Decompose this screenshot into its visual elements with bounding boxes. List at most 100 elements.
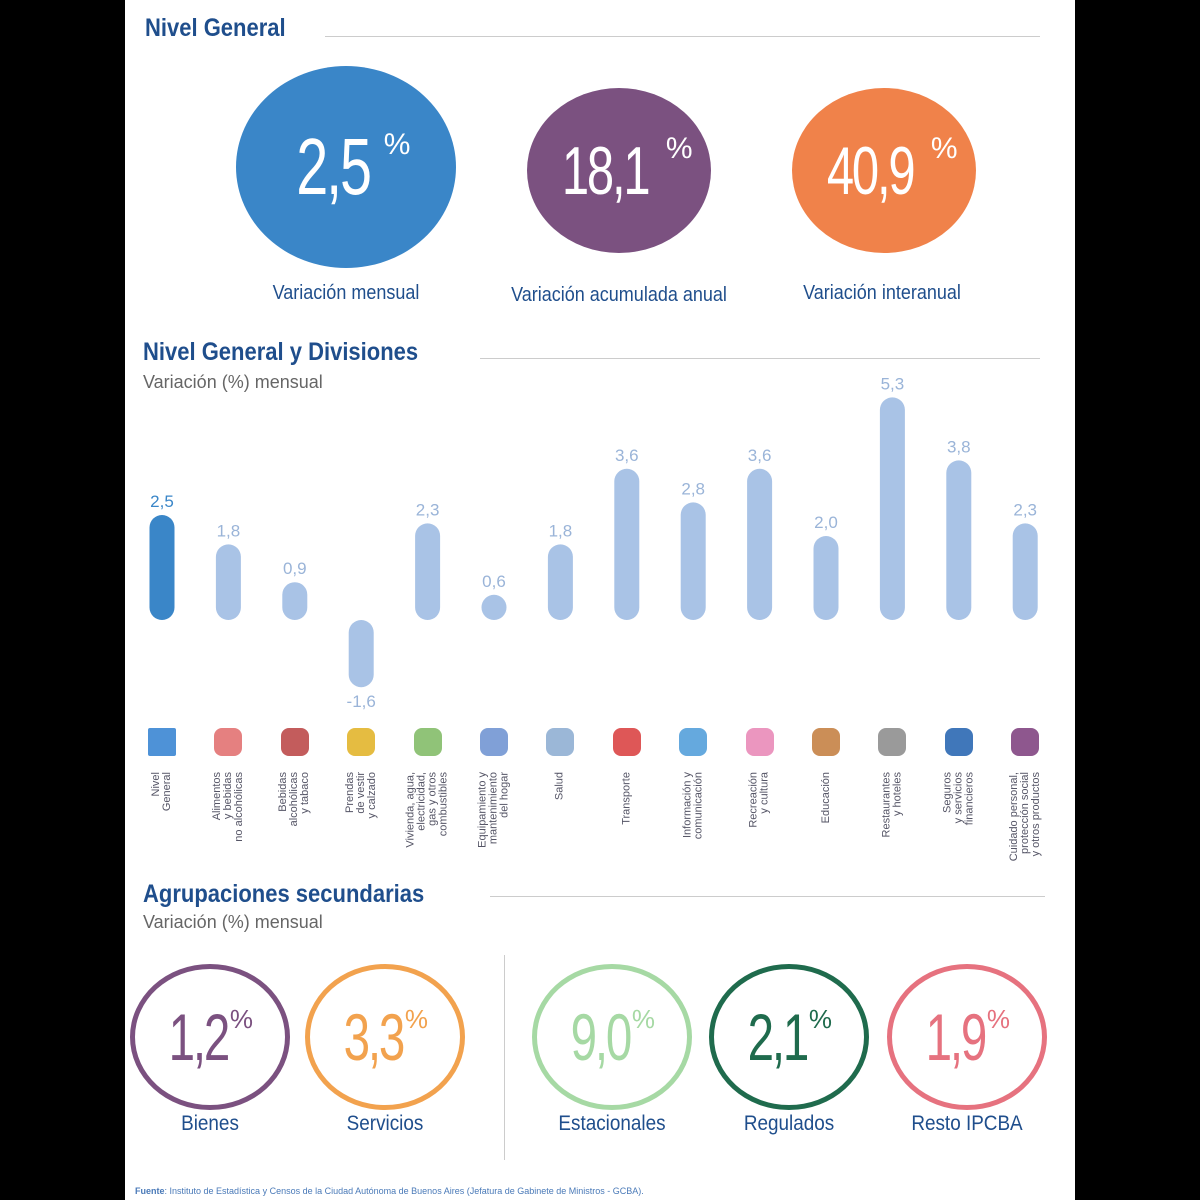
- bar: [149, 515, 175, 620]
- data-label: 2,0: [814, 513, 838, 532]
- ring-bienes: 1,2%: [130, 964, 290, 1110]
- bar-chart: 2,5 1,8 0,9 -1,6 2,3 0,6 1,8 3,6 2,8 3,6 2,0 5,3 3,8…: [149, 374, 1038, 710]
- value: 18,1: [562, 132, 651, 209]
- value: 1,9: [925, 1000, 988, 1074]
- category-label-text: Restaurantes y hoteles: [880, 772, 904, 838]
- unit: %: [930, 131, 958, 165]
- unit: %: [665, 131, 693, 165]
- category-label: Cuidado personal, protección social y ot…: [980, 772, 1070, 862]
- caption: Variación acumulada anual: [511, 284, 727, 306]
- footer-text: : Instituto de Estadística y Censos de l…: [164, 1186, 644, 1196]
- cutlery-icon: [872, 722, 912, 762]
- washer-icon: [474, 722, 514, 762]
- data-label: 2,5: [150, 492, 174, 511]
- ring-resto-ipcba: 1,9%: [887, 964, 1047, 1110]
- bar: [879, 397, 905, 620]
- infographic: Nivel General 2,5% 18,1% 40,9% Variación…: [125, 0, 1075, 1200]
- data-label: 0,9: [283, 559, 307, 578]
- doctor-icon: [540, 722, 580, 762]
- value: 2,5: [295, 122, 372, 211]
- bar: [348, 620, 374, 688]
- divider: [490, 896, 1045, 897]
- value: 1,2: [168, 1000, 231, 1074]
- category-label-text: Seguros y servicios financieros: [941, 772, 976, 826]
- bar: [547, 544, 573, 620]
- divider: [504, 955, 505, 1160]
- bar: [282, 582, 308, 620]
- caption: Variación mensual: [272, 282, 420, 304]
- value: 40,9: [827, 132, 916, 209]
- unit: %: [986, 1003, 1010, 1034]
- section-title-nivel-general: Nivel General: [145, 14, 286, 42]
- section-title-agrupaciones: Agrupaciones secundarias: [143, 880, 425, 908]
- ring-caption: Bienes: [181, 1112, 239, 1135]
- ring-caption: Servicios: [346, 1112, 424, 1135]
- category-label-text: Vivienda, agua, electricidad, gas y otro…: [404, 772, 450, 848]
- category-label-text: Transporte: [620, 772, 633, 825]
- category-label-text: Prendas de vestir y calzado: [343, 772, 378, 819]
- category-label-text: Alimentos y bebidas no alcohólicas: [210, 772, 245, 842]
- category-label-text: Bebidas alcohólicas y tabaco: [277, 772, 312, 827]
- bar: [680, 502, 706, 620]
- bank-icon: [939, 722, 979, 762]
- divider: [480, 358, 1040, 359]
- ring-servicios: 3,3%: [305, 964, 465, 1110]
- cosmetics-icon: [1005, 722, 1045, 762]
- ipcba-logo-icon: [142, 722, 182, 762]
- card-variacion-interanual: 40,9%: [792, 88, 976, 253]
- theater-masks-icon: [740, 722, 780, 762]
- card-variacion-acumulada: 18,1%: [527, 88, 711, 253]
- unit: %: [808, 1003, 832, 1034]
- data-label: 5,3: [881, 374, 905, 393]
- bar: [1012, 523, 1038, 620]
- bar: [415, 523, 441, 620]
- card-variacion-mensual: 2,5%: [236, 66, 456, 268]
- ring-caption: Regulados: [743, 1112, 835, 1135]
- footer-label: Fuente: [135, 1186, 165, 1196]
- data-label: 0,6: [482, 572, 506, 591]
- unit: %: [383, 128, 411, 161]
- data-label: 1,8: [549, 521, 573, 540]
- value: 2,1: [747, 1000, 810, 1074]
- food-icon: [208, 722, 248, 762]
- bar: [747, 468, 773, 620]
- category-label-text: Recreación y cultura: [747, 772, 771, 828]
- bottles-icon: [275, 722, 315, 762]
- bar: [215, 544, 241, 620]
- jacket-icon: [341, 722, 381, 762]
- ring-regulados: 2,1%: [709, 964, 869, 1110]
- data-label: -1,6: [347, 692, 376, 710]
- data-label: 3,8: [947, 437, 971, 456]
- category-label-text: Equipamiento y mantenimiento del hogar: [476, 772, 511, 848]
- value: 9,0: [570, 1000, 633, 1074]
- computer-icon: [673, 722, 713, 762]
- category-label-text: Educación: [819, 772, 832, 824]
- category-label-text: Cuidado personal, protección social y ot…: [1007, 772, 1042, 862]
- data-label: 2,3: [416, 500, 440, 519]
- transport-icon: [607, 722, 647, 762]
- divider: [325, 36, 1040, 37]
- unit: %: [631, 1003, 655, 1034]
- data-label: 3,6: [615, 446, 639, 465]
- ring-caption: Estacionales: [558, 1112, 666, 1135]
- value: 3,3: [343, 1000, 406, 1074]
- section-subtitle: Variación (%) mensual: [143, 912, 323, 932]
- data-label: 2,8: [681, 479, 705, 498]
- ring-caption: Resto IPCBA: [911, 1112, 1023, 1135]
- category-label-text: Nivel General: [150, 772, 173, 812]
- bar: [481, 594, 507, 620]
- bar: [614, 468, 640, 620]
- footer-source: Fuente: Instituto de Estadística y Censo…: [135, 1186, 644, 1196]
- data-label: 3,6: [748, 446, 772, 465]
- ring-estacionales: 9,0%: [532, 964, 692, 1110]
- caption: Variación interanual: [803, 282, 961, 304]
- data-label: 1,8: [217, 521, 241, 540]
- data-label: 2,3: [1013, 500, 1037, 519]
- bar: [946, 460, 972, 620]
- bar: [813, 536, 839, 620]
- unit: %: [404, 1003, 428, 1034]
- house-icon: [408, 722, 448, 762]
- unit: %: [229, 1003, 253, 1034]
- school-icon: [806, 722, 846, 762]
- category-label-text: Información y comunicación: [681, 772, 705, 840]
